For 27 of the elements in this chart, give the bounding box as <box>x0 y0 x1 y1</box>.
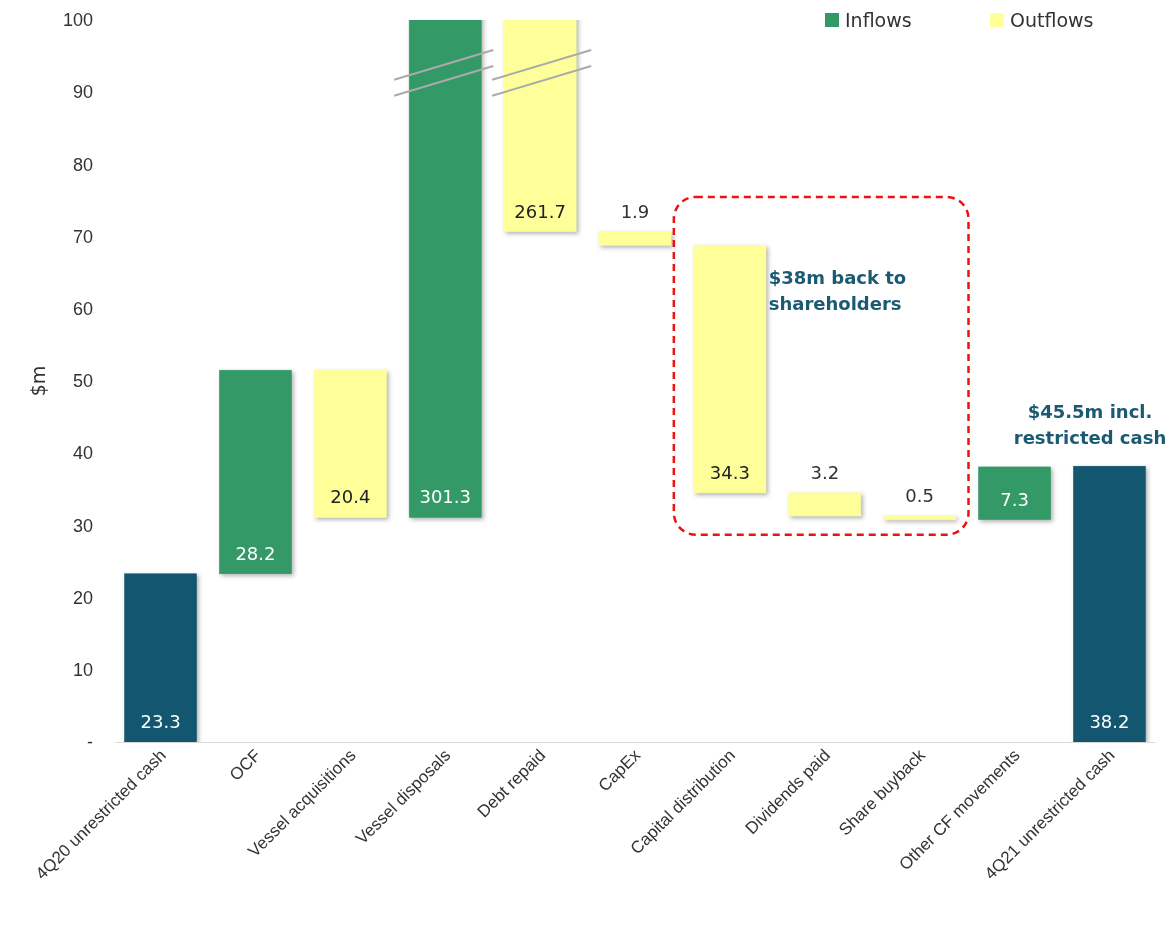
y-tick-label: - <box>87 732 93 753</box>
data-label: 0.5 <box>905 485 934 507</box>
y-tick-label: 10 <box>72 660 93 681</box>
legend-label: Outflows <box>1010 8 1094 31</box>
y-tick-label: 70 <box>72 226 93 247</box>
data-label: 38.2 <box>1089 711 1130 732</box>
data-label: 1.9 <box>620 200 650 222</box>
y-tick-label: 20 <box>72 587 93 608</box>
annotation: $38m back to shareholders <box>768 266 907 314</box>
annotation: $45.5m incl. restricted cash <box>1013 401 1167 449</box>
data-label: 7.3 <box>1000 488 1029 510</box>
y-tick-label: 60 <box>72 299 93 320</box>
y-tick-label: 100 <box>62 10 93 31</box>
y-axis-title: $m <box>27 365 49 397</box>
data-label: 28.2 <box>235 542 276 564</box>
y-tick-label: 40 <box>72 443 93 464</box>
y-tick-label: 90 <box>72 82 93 103</box>
data-label: 34.3 <box>709 461 750 483</box>
y-tick-label: 30 <box>72 515 93 536</box>
y-tick-label: 50 <box>72 371 93 392</box>
data-label: 20.4 <box>330 486 371 508</box>
y-tick-label: 80 <box>72 154 93 175</box>
data-label: 261.7 <box>514 200 566 222</box>
data-label: 3.2 <box>810 461 840 483</box>
data-label: 23.3 <box>140 711 181 732</box>
data-label: 301.3 <box>419 486 471 508</box>
legend-label: Inflows <box>845 8 912 31</box>
